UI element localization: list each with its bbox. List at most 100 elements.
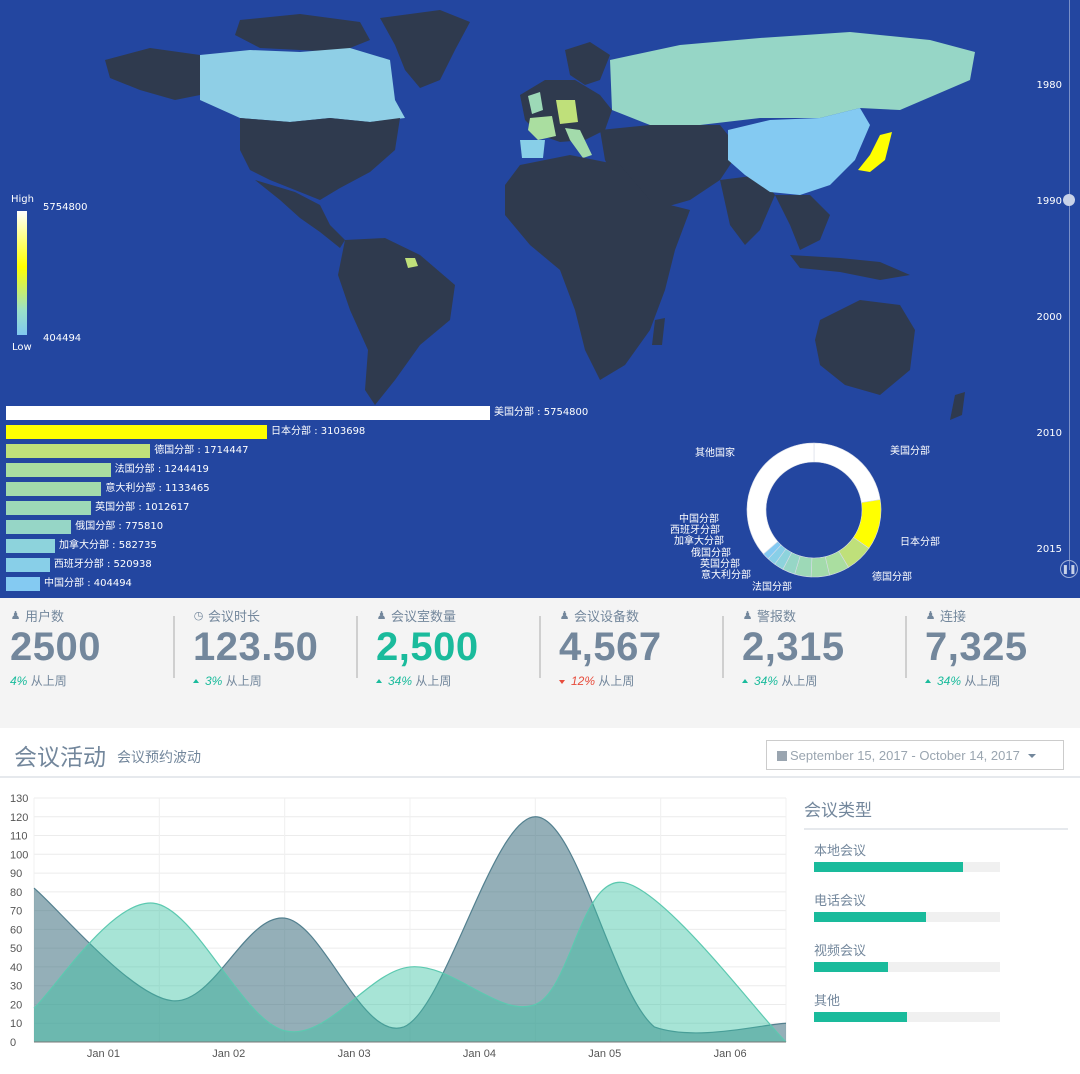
meeting-type-label: 电话会议 [814, 893, 867, 908]
trend-up-icon [925, 679, 931, 683]
stat-change-percent: 34% [937, 674, 962, 688]
ranking-bar[interactable]: 法国分部 : 1244419 [6, 463, 209, 477]
stat-card: ♟ 用户数 2500 4% 从上周 [10, 606, 193, 696]
stat-title-text: 连接 [940, 608, 967, 624]
y-tick-label: 10 [10, 1018, 22, 1030]
ranking-bar[interactable]: 西班牙分部 : 520938 [6, 558, 152, 572]
stat-title: ♟ 警报数 [742, 606, 925, 624]
timeline-label[interactable]: 1990 [1036, 196, 1062, 207]
meeting-type-label: 其他 [814, 993, 841, 1008]
activity-subtitle: 会议预约波动 [117, 749, 201, 765]
stat-change-suffix: 从上周 [225, 674, 262, 688]
x-tick-label: Jan 01 [87, 1048, 120, 1060]
series-line [33, 816, 787, 1034]
ranking-bar[interactable]: 意大利分部 : 1133465 [6, 482, 210, 496]
meeting-type-progress-fill [814, 862, 963, 872]
ranking-bar-label: 日本分部 : 3103698 [271, 426, 366, 437]
stat-title: ♟ 会议室数量 [376, 606, 559, 624]
ranking-bar-label: 德国分部 : 1714447 [154, 445, 249, 456]
stats-row: ♟ 用户数 2500 4% 从上周 ◷ 会议时长 123.50 3% 从上周 ♟ 会议室数量 2,5… [0, 598, 1080, 728]
donut-slice-label: 西班牙分部 [670, 525, 720, 536]
stat-change-suffix: 从上周 [781, 674, 818, 688]
region-scandinavia [565, 42, 610, 85]
user-icon: ♟ [925, 609, 936, 622]
user-icon: ♟ [10, 609, 21, 622]
stat-divider [356, 616, 358, 678]
timeline-play-icon[interactable]: ❚❚ [1060, 560, 1078, 578]
stat-value: 7,325 [925, 625, 1028, 669]
meeting-type-item: 视频会议 [814, 940, 1068, 980]
ranking-bar-label: 英国分部 : 1012617 [95, 502, 190, 513]
stat-change: 3% 从上周 [193, 672, 376, 689]
donut-slice-label: 日本分部 [900, 537, 940, 548]
stat-divider [539, 616, 541, 678]
visualmap-gradient-bar[interactable] [17, 211, 27, 335]
ranking-bar[interactable]: 俄国分部 : 775810 [6, 520, 163, 534]
meeting-type-progress [814, 862, 1000, 872]
x-tick-label: Jan 05 [588, 1048, 621, 1060]
x-tick-label: Jan 04 [463, 1048, 496, 1060]
stat-card: ♟ 会议室数量 2,500 34% 从上周 [376, 606, 559, 696]
stat-card: ◷ 会议时长 123.50 3% 从上周 [193, 606, 376, 696]
stat-change-suffix: 从上周 [415, 674, 452, 688]
clock-icon: ◷ [193, 609, 204, 622]
y-tick-label: 40 [10, 962, 22, 974]
region-italy [565, 128, 592, 158]
ranking-bar[interactable]: 中国分部 : 404494 [6, 577, 132, 591]
visualmap-max-value: 5754800 [43, 202, 88, 213]
ranking-bar-label: 美国分部 : 5754800 [494, 407, 589, 418]
stat-change: 12% 从上周 [559, 672, 742, 689]
ranking-bar[interactable]: 英国分部 : 1012617 [6, 501, 189, 515]
donut-slice-label: 法国分部 [752, 582, 792, 593]
stat-change: 4% 从上周 [10, 672, 193, 689]
stat-title: ♟ 会议设备数 [559, 606, 742, 624]
y-tick-label: 100 [10, 849, 28, 861]
ranking-bar[interactable]: 美国分部 : 5754800 [6, 406, 588, 420]
region-china [728, 108, 870, 195]
y-tick-label: 110 [10, 831, 28, 843]
y-tick-label: 70 [10, 906, 22, 918]
timeline-label[interactable]: 2000 [1036, 312, 1062, 323]
region-russia [610, 32, 975, 125]
y-tick-label: 60 [10, 924, 22, 936]
y-tick-label: 20 [10, 999, 22, 1011]
date-range-picker[interactable]: September 15, 2017 - October 14, 2017 [766, 740, 1064, 770]
region-se-asia [775, 195, 830, 250]
trend-up-icon [742, 679, 748, 683]
region-france [528, 116, 556, 140]
ranking-bar[interactable]: 日本分部 : 3103698 [6, 425, 365, 439]
activity-area-chart: 0 10 20 30 40 50 60 70 80 90 100 110 120 130 Jan 01 Jan… [10, 793, 787, 1060]
world-map [105, 10, 975, 420]
y-tick-label: 90 [10, 868, 22, 880]
timeline-label[interactable]: 2015 [1036, 544, 1062, 555]
region-guiana [405, 258, 418, 268]
activity-header: 会议活动 会议预约波动 September 15, 2017 - October… [0, 728, 1080, 778]
series-area[interactable] [34, 882, 786, 1042]
ranking-bar-label: 西班牙分部 : 520938 [53, 559, 152, 570]
donut-slice[interactable] [746, 442, 815, 555]
visualmap-high-label: High [11, 194, 34, 205]
timeline-label[interactable]: 1980 [1036, 80, 1062, 91]
donut-slice-label: 英国分部 [700, 559, 740, 570]
region-canada-arctic [235, 14, 370, 52]
user-icon: ♟ [742, 609, 753, 622]
stat-change-suffix: 从上周 [30, 674, 67, 688]
region-germany [556, 100, 578, 124]
series-area[interactable] [34, 816, 786, 1042]
stat-change-percent: 34% [754, 674, 779, 688]
ranking-bar[interactable]: 加拿大分部 : 582735 [6, 539, 157, 553]
region-australia [815, 300, 915, 395]
stat-title: ♟ 连接 [925, 606, 1080, 624]
stat-title: ◷ 会议时长 [193, 606, 376, 624]
stat-change: 34% 从上周 [925, 672, 1080, 689]
region-alaska [105, 48, 200, 100]
ranking-bar-label: 中国分部 : 404494 [44, 578, 132, 589]
ranking-bar[interactable]: 德国分部 : 1714447 [6, 444, 248, 458]
x-tick-label: Jan 02 [212, 1048, 245, 1060]
timeline-label[interactable]: 2010 [1036, 428, 1062, 439]
timeline-handle[interactable] [1063, 194, 1075, 206]
stat-change-percent: 4% [10, 674, 28, 688]
timeline-axis [1069, 0, 1070, 570]
stat-value: 2500 [10, 625, 101, 669]
donut-slice-label: 加拿大分部 [674, 536, 724, 547]
